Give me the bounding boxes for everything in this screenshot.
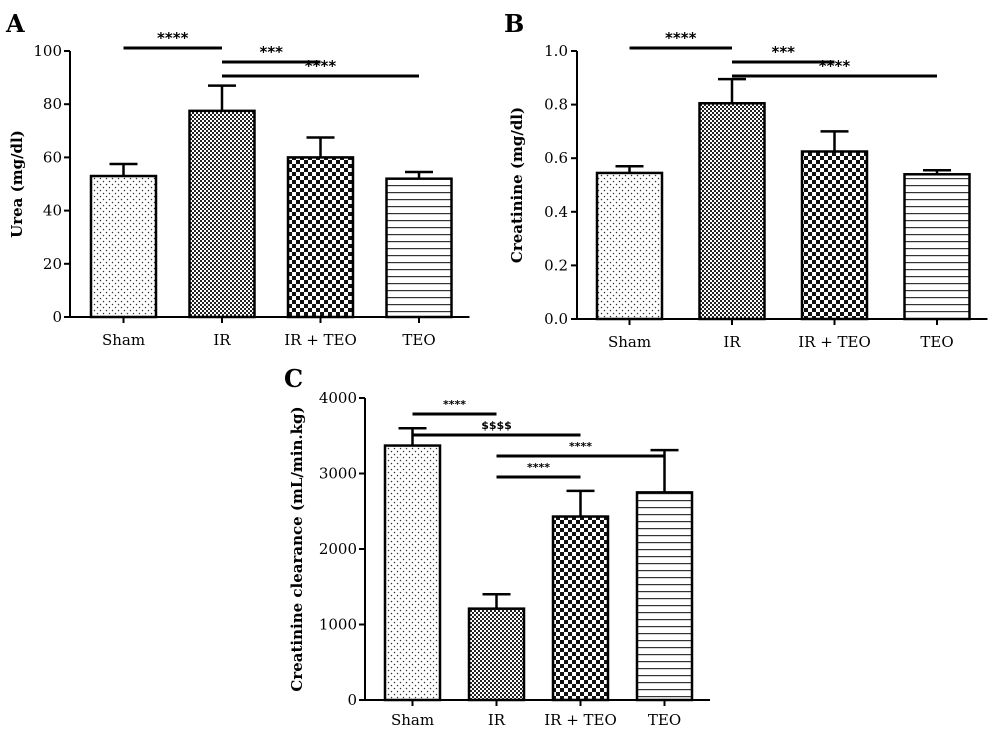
panel-letter-b: B bbox=[504, 9, 524, 38]
y-tick-label: 0.8 bbox=[544, 96, 568, 114]
significance-label: **** bbox=[157, 29, 189, 47]
category-label: IR + TEO bbox=[544, 711, 617, 729]
category-label: Sham bbox=[102, 331, 145, 349]
significance-label: **** bbox=[569, 440, 592, 453]
y-axis-title: Creatinine (mg/dl) bbox=[508, 107, 526, 263]
significance-label: **** bbox=[305, 57, 337, 75]
y-tick-label: 0 bbox=[52, 308, 62, 326]
significance-label: **** bbox=[819, 57, 851, 75]
chart-panel-c: 0 1000 2000 3000 4000 Creatinine clearance (m… bbox=[288, 389, 710, 729]
y-tick-label: 3000 bbox=[319, 465, 357, 483]
category-label: Sham bbox=[391, 711, 434, 729]
bar-ir bbox=[467, 607, 526, 702]
y-tick-label: 1000 bbox=[319, 616, 357, 634]
significance-label: **** bbox=[443, 398, 466, 411]
category-label: IR bbox=[723, 333, 741, 351]
bar-ir-teo bbox=[286, 156, 355, 319]
bar-sham bbox=[595, 171, 664, 321]
y-tick-label: 0.4 bbox=[544, 203, 568, 221]
y-tick-label: 0.0 bbox=[544, 310, 568, 328]
bar-ir bbox=[698, 102, 766, 321]
y-tick-label: 60 bbox=[43, 148, 62, 166]
significance-label: *** bbox=[771, 43, 795, 61]
y-tick-label: 2000 bbox=[319, 540, 357, 558]
significance-label: **** bbox=[527, 461, 550, 474]
category-label: IR bbox=[488, 711, 506, 729]
chart-panel-b: 0.0 0.2 0.4 0.6 0.8 1.0 Creatinine (mg/dl) Sham… bbox=[508, 29, 988, 351]
bar-sham bbox=[89, 174, 158, 319]
significance-label: $$$$ bbox=[481, 419, 512, 432]
y-tick-label: 20 bbox=[43, 255, 62, 273]
bar-teo bbox=[385, 177, 453, 319]
significance-label: **** bbox=[665, 29, 697, 47]
bar-sham bbox=[383, 444, 442, 702]
y-tick-label: 0.2 bbox=[544, 256, 568, 274]
bar-teo bbox=[903, 173, 971, 321]
bar-ir-teo bbox=[551, 515, 610, 702]
category-label: IR + TEO bbox=[284, 331, 357, 349]
y-tick-label: 80 bbox=[43, 95, 62, 113]
y-tick-label: 4000 bbox=[319, 389, 357, 407]
y-tick-label: 1.0 bbox=[544, 42, 568, 60]
panel-letter-a: A bbox=[5, 9, 25, 38]
category-label: TEO bbox=[402, 331, 435, 349]
significance-label: *** bbox=[259, 43, 283, 61]
y-axis-title: Urea (mg/dl) bbox=[8, 130, 26, 238]
category-label: TEO bbox=[648, 711, 681, 729]
y-tick-label: 0 bbox=[347, 691, 357, 709]
category-label: TEO bbox=[920, 333, 953, 351]
bar-ir-teo bbox=[800, 150, 869, 321]
y-tick-label: 0.6 bbox=[544, 149, 568, 167]
y-axis-title: Creatinine clearance (mL/min.kg) bbox=[288, 406, 306, 691]
bar-ir bbox=[188, 109, 256, 319]
panel-letter-c: C bbox=[284, 364, 303, 393]
category-label: IR + TEO bbox=[798, 333, 871, 351]
category-label: IR bbox=[213, 331, 231, 349]
y-tick-label: 100 bbox=[33, 42, 62, 60]
chart-panel-a: 0 20 40 60 80 100 Urea (mg/dl) Sham IR IR + TEO TE… bbox=[8, 29, 470, 349]
y-tick-label: 40 bbox=[43, 202, 62, 220]
category-label: Sham bbox=[608, 333, 651, 351]
bar-teo bbox=[635, 491, 694, 702]
